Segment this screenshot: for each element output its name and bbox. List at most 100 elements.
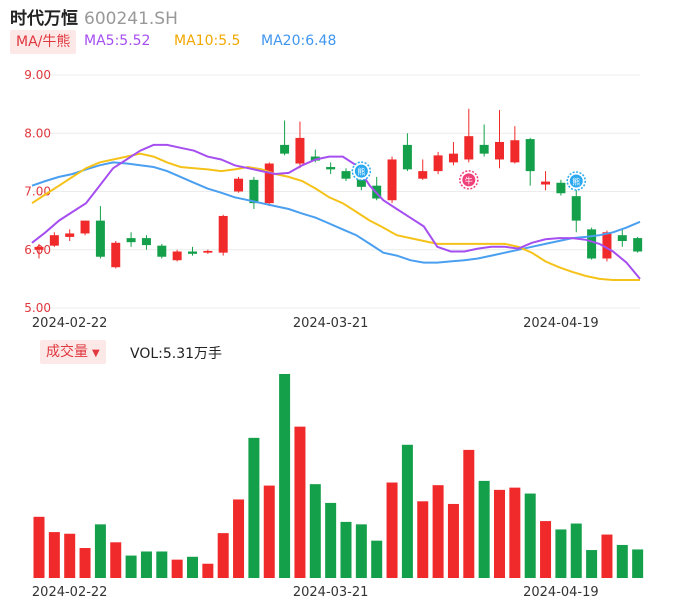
badge-dot xyxy=(354,164,368,178)
volume-bar xyxy=(217,533,229,578)
candle xyxy=(111,242,121,268)
stock-code: 600241.SH xyxy=(84,9,178,29)
x-tick-label: 2024-04-19 xyxy=(523,316,599,331)
candle xyxy=(49,235,59,246)
x-tick-label: 2024-03-21 xyxy=(293,316,369,331)
volume-bar xyxy=(355,524,367,578)
volume-bar xyxy=(616,544,628,578)
volume-bar xyxy=(478,480,490,578)
volume-bar xyxy=(140,551,152,578)
badge-label: 熊 xyxy=(572,177,580,187)
candle xyxy=(65,233,75,237)
volume-x-tick-label: 2024-02-22 xyxy=(32,585,108,600)
candle xyxy=(95,220,105,257)
volume-bar xyxy=(509,487,521,578)
candle xyxy=(464,136,474,160)
x-tick-label: 2024-02-22 xyxy=(32,316,108,331)
ma-toggle-label: MA/牛熊 xyxy=(16,34,71,50)
volume-bar xyxy=(233,499,245,578)
candle xyxy=(495,141,504,160)
candle xyxy=(433,155,443,172)
candle xyxy=(249,179,259,204)
volume-bar xyxy=(417,501,429,578)
y-tick-label: 8.00 xyxy=(24,126,51,140)
candle xyxy=(448,153,458,163)
candle xyxy=(234,178,244,192)
ma10-line xyxy=(31,152,640,281)
volume-bar xyxy=(524,493,536,578)
candle xyxy=(126,238,136,243)
candle xyxy=(602,232,612,259)
volume-bar xyxy=(463,449,475,578)
y-tick-label: 9.00 xyxy=(24,68,51,82)
stock-title: 时代万恒 600241.SH xyxy=(10,4,178,29)
volume-bar xyxy=(33,516,45,578)
volume-bar xyxy=(202,563,214,578)
volume-bar xyxy=(632,549,644,578)
volume-bar xyxy=(48,532,60,578)
y-tick-label: 7.00 xyxy=(24,185,51,199)
badge-label: 牛 xyxy=(465,175,473,185)
candle xyxy=(525,139,535,172)
volume-bar xyxy=(601,534,613,578)
candle xyxy=(571,196,581,221)
candle xyxy=(587,229,597,259)
volume-bar xyxy=(125,555,137,578)
candle xyxy=(541,181,551,185)
candle xyxy=(510,140,520,163)
volume-bar xyxy=(570,523,582,578)
candle xyxy=(34,246,44,250)
dropdown-arrow-icon: ▼ xyxy=(92,348,100,359)
ma20-legend: MA20:6.48 xyxy=(261,33,337,49)
volume-bar xyxy=(263,485,275,578)
candle xyxy=(157,245,167,257)
ma5-line xyxy=(31,143,641,280)
candle xyxy=(80,220,90,234)
volume-bar xyxy=(447,503,459,578)
ma-toggle-button[interactable]: MA/牛熊 xyxy=(10,30,77,54)
volume-bar xyxy=(340,521,352,578)
badge-dot xyxy=(462,173,476,187)
candle xyxy=(387,159,397,201)
volume-bar xyxy=(555,529,567,578)
volume-bar xyxy=(540,521,552,578)
candle xyxy=(617,235,627,242)
badge-dot xyxy=(569,174,583,188)
volume-bar xyxy=(94,524,106,578)
volume-bar xyxy=(401,444,413,578)
y-tick-label: 5.00 xyxy=(24,301,51,315)
candle xyxy=(218,215,228,253)
volume-bar xyxy=(325,502,337,578)
volume-bar xyxy=(371,540,383,578)
candle xyxy=(188,251,197,254)
badge-label: 熊 xyxy=(357,167,365,177)
volume-x-tick-label: 2024-04-19 xyxy=(523,585,599,600)
candle xyxy=(141,238,151,246)
volume-bar xyxy=(64,533,76,578)
volume-toggle-label: 成交量 xyxy=(46,344,88,360)
candle xyxy=(326,167,336,170)
volume-bar xyxy=(79,548,91,578)
candle xyxy=(556,182,566,194)
candle xyxy=(295,137,305,164)
candle xyxy=(264,163,274,204)
candle xyxy=(341,171,351,179)
volume-bar xyxy=(248,437,260,578)
volume-bar xyxy=(156,551,168,578)
volume-bar xyxy=(386,482,398,578)
volume-toggle-button[interactable]: 成交量 ▼ xyxy=(40,340,106,364)
candle xyxy=(418,171,428,179)
volume-bar xyxy=(279,374,291,578)
volume-bar xyxy=(294,426,306,578)
ma5-legend: MA5:5.52 xyxy=(84,33,151,49)
volume-bar xyxy=(171,559,183,578)
volume-x-tick-label: 2024-03-21 xyxy=(293,585,369,600)
candle xyxy=(280,144,290,154)
candle xyxy=(402,144,412,170)
volume-bar xyxy=(309,484,321,578)
ma10-legend: MA10:5.5 xyxy=(174,33,241,49)
candle xyxy=(203,250,213,253)
volume-bar xyxy=(586,550,598,578)
candle xyxy=(172,251,182,261)
